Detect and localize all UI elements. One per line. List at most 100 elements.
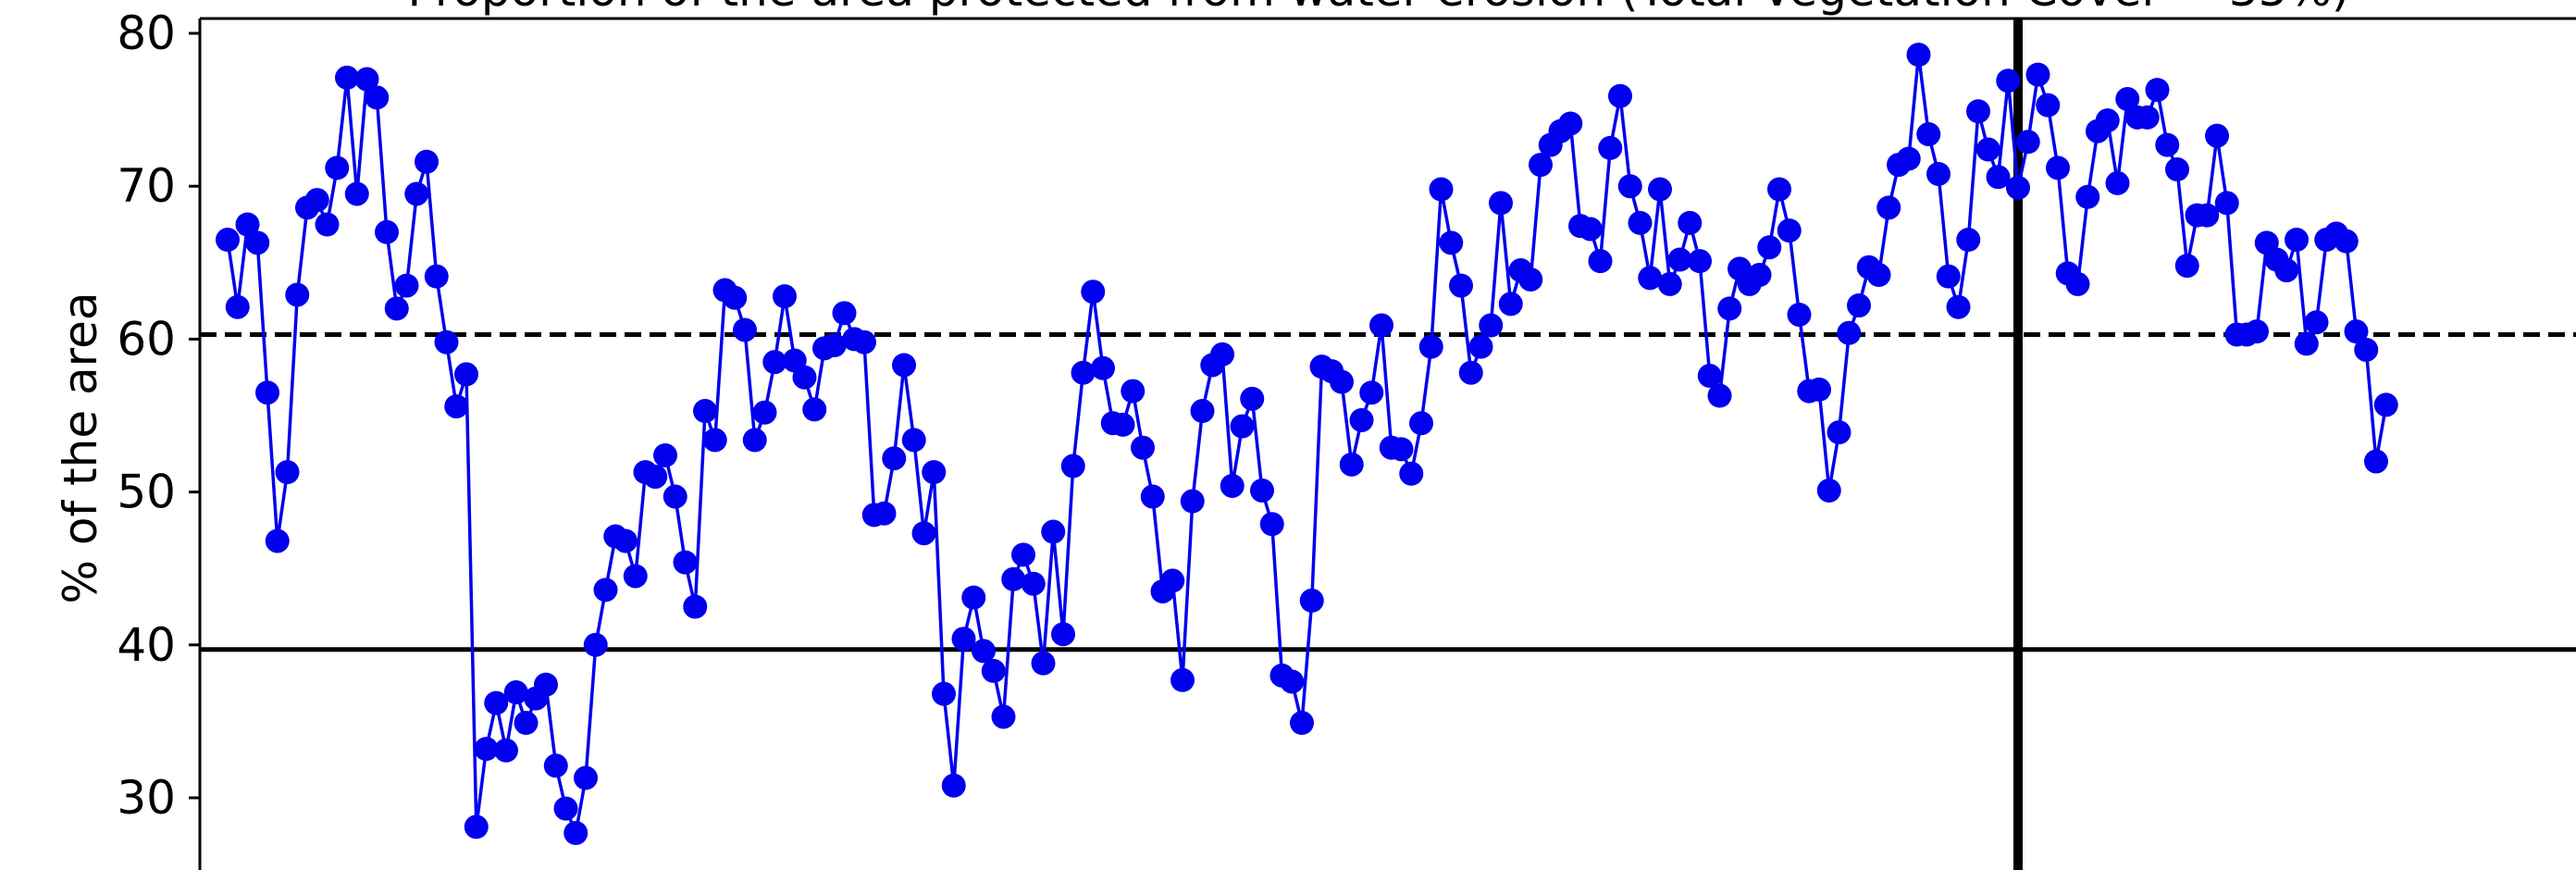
data-point <box>643 465 668 490</box>
data-point <box>574 765 598 790</box>
data-point <box>792 365 817 390</box>
data-point <box>1051 622 1075 647</box>
data-point <box>1349 407 1374 432</box>
data-point <box>1001 566 1026 591</box>
data-point <box>2285 228 2309 253</box>
data-point <box>2046 155 2070 180</box>
data-point <box>1190 399 1215 424</box>
data-point <box>1041 519 1066 544</box>
data-point <box>922 460 947 485</box>
data-point <box>832 301 857 326</box>
data-point <box>822 333 847 358</box>
data-point <box>564 820 588 845</box>
data-point <box>2274 258 2299 283</box>
data-point <box>1220 473 1245 498</box>
data-point <box>424 264 449 289</box>
data-point <box>1906 43 1931 68</box>
data-point <box>2135 105 2160 130</box>
data-point <box>941 773 966 798</box>
data-point <box>464 814 489 839</box>
data-point <box>2036 93 2061 118</box>
data-point <box>1777 218 1802 243</box>
data-point <box>1648 177 1672 202</box>
data-point <box>484 690 509 715</box>
data-point <box>1259 512 1284 537</box>
data-point <box>882 446 907 471</box>
data-point <box>1160 568 1185 593</box>
data-point <box>304 188 329 213</box>
data-point <box>2115 87 2140 112</box>
data-point <box>1011 542 1035 567</box>
data-point <box>742 428 767 453</box>
data-point <box>315 212 340 237</box>
data-point <box>1617 174 1642 199</box>
data-point <box>872 501 897 526</box>
data-point <box>1071 360 1096 385</box>
data-point <box>285 282 310 307</box>
data-point <box>972 639 996 664</box>
data-point <box>553 796 578 821</box>
data-point <box>1170 667 1195 692</box>
data-point <box>2006 175 2030 200</box>
data-point <box>1210 342 1234 367</box>
data-point <box>653 442 677 467</box>
chart-title: Proportion of the area protected from wa… <box>408 0 2350 17</box>
data-point <box>991 704 1016 729</box>
data-point <box>673 550 698 575</box>
data-point <box>1468 334 1493 359</box>
y-axis: 30 40 50 60 70 80 <box>117 6 200 825</box>
data-point <box>2364 449 2388 474</box>
data-point <box>1091 355 1115 380</box>
data-point <box>2174 254 2199 279</box>
data-point <box>702 428 727 453</box>
data-point <box>1131 435 1155 460</box>
data-point <box>444 394 469 419</box>
data-point <box>613 528 638 553</box>
data-point <box>1688 249 1712 274</box>
data-point <box>762 350 787 375</box>
y-tick-label: 80 <box>117 6 176 60</box>
data-point <box>335 65 359 90</box>
data-point <box>1707 383 1732 408</box>
data-point <box>593 578 618 603</box>
data-point <box>2075 184 2100 209</box>
data-point <box>1489 191 1513 216</box>
data-point <box>1359 380 1384 405</box>
data-point <box>503 680 528 705</box>
data-point <box>2195 203 2220 228</box>
data-point <box>454 362 478 387</box>
data-point <box>344 181 369 206</box>
data-point <box>1767 177 1791 202</box>
data-point <box>1847 293 1871 318</box>
data-point <box>265 528 290 553</box>
data-point <box>1598 135 1623 160</box>
data-point <box>2095 108 2120 133</box>
data-point <box>1339 452 1364 477</box>
data-point <box>663 484 687 509</box>
data-point <box>2065 271 2090 296</box>
data-point <box>1439 230 1464 255</box>
data-point <box>1110 412 1135 437</box>
data-point <box>384 296 409 321</box>
data-point <box>514 711 539 736</box>
data-point <box>1787 302 1812 327</box>
data-point <box>2165 157 2189 182</box>
data-point <box>1498 292 1523 317</box>
data-point <box>1429 177 1454 202</box>
data-point <box>1250 478 1274 503</box>
data-point <box>1717 296 1742 321</box>
data-point <box>1757 235 1782 260</box>
data-point <box>1697 364 1722 389</box>
data-point <box>802 397 827 422</box>
y-tick-label: 30 <box>117 771 176 825</box>
data-point <box>892 353 916 378</box>
data-point <box>325 155 350 180</box>
data-point <box>534 672 558 697</box>
data-point <box>733 317 757 342</box>
data-point <box>1121 379 1146 404</box>
data-point <box>2354 337 2379 362</box>
data-point <box>275 460 300 485</box>
data-point <box>1230 414 1255 439</box>
data-point <box>1140 484 1165 509</box>
